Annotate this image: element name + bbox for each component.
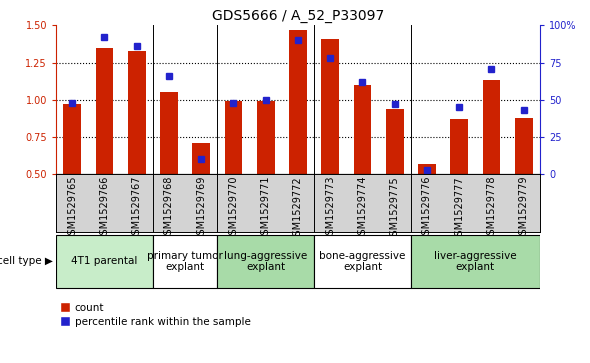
Text: GSM1529770: GSM1529770 — [228, 176, 238, 241]
Title: GDS5666 / A_52_P33097: GDS5666 / A_52_P33097 — [212, 9, 384, 23]
Legend: count, percentile rank within the sample: count, percentile rank within the sample — [61, 303, 251, 327]
Bar — [483, 81, 500, 174]
Text: GSM1529774: GSM1529774 — [358, 176, 368, 241]
Text: GSM1529775: GSM1529775 — [390, 176, 399, 242]
Bar — [160, 92, 178, 174]
FancyBboxPatch shape — [411, 234, 540, 288]
Text: cell type ▶: cell type ▶ — [0, 256, 53, 266]
Bar — [192, 143, 210, 174]
Text: GSM1529776: GSM1529776 — [422, 176, 432, 241]
Text: primary tumor
explant: primary tumor explant — [147, 250, 223, 272]
Text: liver-aggressive
explant: liver-aggressive explant — [434, 250, 517, 272]
Text: GSM1529768: GSM1529768 — [164, 176, 174, 241]
Bar — [322, 39, 339, 174]
Bar — [289, 30, 307, 174]
Text: GSM1529778: GSM1529778 — [487, 176, 496, 241]
Text: GSM1529766: GSM1529766 — [100, 176, 109, 241]
Text: GSM1529772: GSM1529772 — [293, 176, 303, 242]
Bar — [225, 101, 242, 174]
FancyBboxPatch shape — [153, 234, 217, 288]
Bar — [353, 85, 371, 174]
Text: GSM1529779: GSM1529779 — [519, 176, 529, 241]
Bar — [418, 164, 436, 174]
Text: GSM1529773: GSM1529773 — [325, 176, 335, 241]
FancyBboxPatch shape — [56, 234, 153, 288]
FancyBboxPatch shape — [314, 234, 411, 288]
Bar — [386, 109, 404, 174]
Text: 4T1 parental: 4T1 parental — [71, 256, 137, 266]
FancyBboxPatch shape — [217, 234, 314, 288]
Text: GSM1529769: GSM1529769 — [196, 176, 206, 241]
Text: GSM1529771: GSM1529771 — [261, 176, 271, 241]
Bar — [257, 101, 274, 174]
Text: GSM1529777: GSM1529777 — [454, 176, 464, 242]
Bar — [450, 119, 468, 174]
Text: GSM1529767: GSM1529767 — [132, 176, 142, 241]
Bar — [515, 118, 533, 174]
Bar — [128, 51, 146, 174]
Text: lung-aggressive
explant: lung-aggressive explant — [224, 250, 307, 272]
Bar — [96, 48, 113, 174]
Text: bone-aggressive
explant: bone-aggressive explant — [319, 250, 406, 272]
Text: GSM1529765: GSM1529765 — [67, 176, 77, 241]
Bar — [63, 104, 81, 174]
